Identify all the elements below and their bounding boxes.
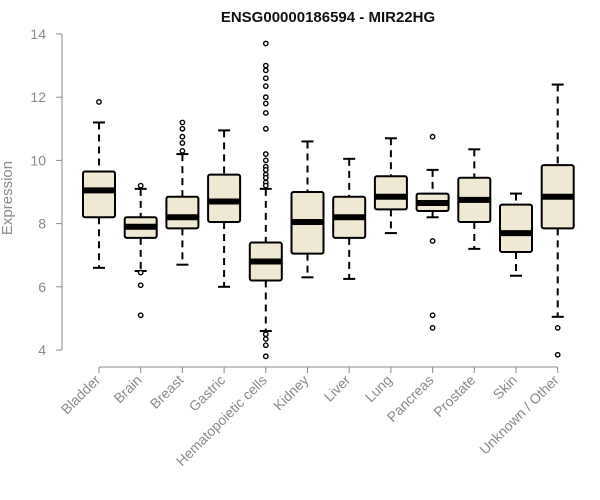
outlier-point	[137, 269, 144, 276]
outlier-point	[429, 133, 436, 140]
outlier-point	[179, 133, 186, 140]
y-axis: 4 6 8 10 12 14	[30, 26, 63, 358]
box-group	[82, 99, 116, 269]
outlier-point	[429, 324, 436, 331]
outlier-point	[262, 331, 269, 338]
x-tick-label: Breast	[147, 372, 187, 412]
outlier-point	[262, 67, 269, 74]
box-group	[207, 129, 242, 288]
box-iqr	[165, 195, 200, 230]
outlier-point	[96, 99, 102, 105]
outlier-point	[429, 238, 436, 244]
chart-title: ENSG00000186594 - MIR22HG	[221, 9, 435, 26]
boxes-layer	[82, 40, 575, 360]
outlier-point	[262, 110, 269, 116]
outlier-point	[262, 83, 269, 90]
box-group	[165, 119, 200, 266]
outlier-point	[179, 119, 186, 126]
outlier-point	[429, 312, 436, 319]
box-group	[248, 40, 283, 360]
outlier-point	[262, 174, 269, 181]
x-tick-label: Kidney	[270, 372, 312, 414]
box-group	[499, 192, 533, 277]
box-iqr	[82, 170, 116, 219]
outlier-point	[262, 94, 269, 101]
outlier-point	[262, 166, 269, 173]
box-group	[332, 157, 367, 280]
outlier-point	[262, 336, 269, 342]
outlier-point	[262, 157, 269, 164]
x-tick-label: Liver	[321, 372, 354, 405]
outlier-point	[262, 342, 269, 349]
outlier-point	[262, 62, 269, 69]
x-tick-label: Bladder	[58, 372, 104, 418]
x-tick-label: Brain	[110, 372, 144, 406]
outlier-point	[262, 353, 269, 360]
outlier-point	[262, 125, 269, 132]
box-iqr	[499, 203, 533, 254]
x-tick-label: Unknown / Other	[476, 372, 562, 458]
outlier-point	[179, 148, 186, 154]
outlier-point	[179, 140, 186, 146]
outlier-point	[179, 125, 186, 132]
outlier-point	[137, 182, 144, 189]
y-axis-title: Expression	[0, 161, 16, 235]
outlier-point	[554, 324, 561, 331]
box-group	[540, 83, 575, 358]
box-group	[457, 148, 492, 250]
box-group	[373, 137, 408, 235]
y-tick-label: 8	[38, 216, 46, 232]
outlier-point	[137, 282, 144, 289]
x-tick-label: Skin	[490, 372, 521, 403]
y-tick-label: 14	[30, 26, 46, 42]
outlier-point	[554, 351, 561, 358]
outlier-point	[137, 312, 144, 319]
box-iqr	[207, 173, 242, 224]
y-tick-label: 10	[30, 152, 46, 168]
outlier-point	[262, 40, 269, 47]
box-group	[290, 140, 325, 279]
outlier-point	[262, 182, 269, 189]
outlier-point	[262, 100, 269, 107]
outlier-point	[262, 75, 269, 82]
y-tick-label: 4	[38, 342, 46, 358]
box-group	[415, 133, 450, 331]
box-group	[123, 182, 158, 319]
x-tick-label: Lung	[362, 372, 395, 405]
box-iqr	[373, 175, 408, 211]
x-tick-label: Prostate	[430, 372, 478, 420]
outlier-point	[262, 151, 269, 157]
y-tick-label: 12	[30, 89, 46, 105]
y-tick-label: 6	[38, 279, 46, 295]
